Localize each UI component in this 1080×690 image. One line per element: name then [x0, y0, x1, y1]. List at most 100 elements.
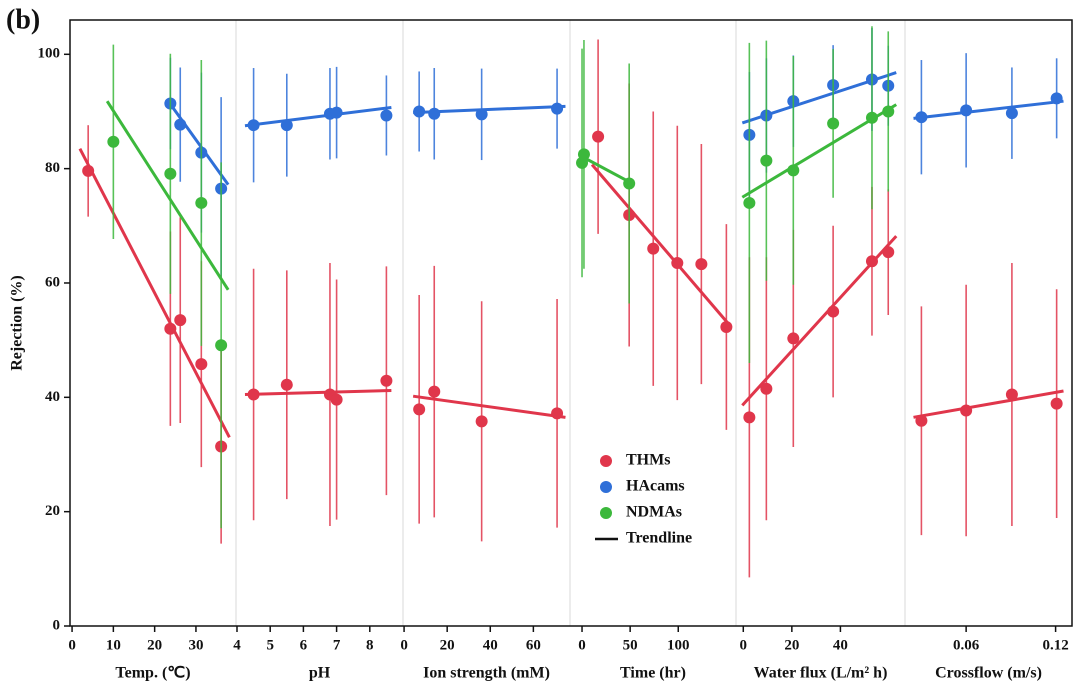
data-point: [280, 378, 293, 391]
trendline: [412, 394, 566, 419]
y-tick-label: 80: [45, 160, 60, 176]
data-point: [195, 358, 208, 371]
y-axis-label: Rejection (%): [9, 275, 26, 371]
panel-label: (b): [6, 4, 40, 35]
data-point: [695, 258, 708, 271]
data-point: [760, 382, 773, 395]
data-point: [623, 177, 636, 190]
data-point: [247, 119, 260, 132]
y-tick-label: 40: [45, 389, 60, 405]
trendline: [78, 147, 231, 439]
data-point: [413, 105, 426, 118]
legend-label: THMs: [626, 452, 670, 469]
x-tick-label: 5: [266, 637, 274, 653]
data-point: [475, 415, 488, 428]
legend-label: Trendline: [626, 530, 692, 547]
trendline: [581, 155, 630, 184]
x-tick-label: 0: [740, 637, 748, 653]
x-tick-label: 0.06: [953, 637, 980, 653]
data-point: [164, 322, 177, 335]
data-point: [865, 111, 878, 124]
data-point: [882, 105, 895, 118]
x-tick-label: 100: [667, 637, 690, 653]
trendline: [244, 105, 392, 128]
data-point: [475, 108, 488, 121]
data-point: [174, 314, 187, 327]
data-point: [960, 104, 973, 117]
data-point: [915, 414, 928, 427]
data-point: [551, 407, 564, 420]
data-point: [380, 109, 393, 122]
data-point: [280, 119, 293, 132]
data-point: [215, 339, 228, 352]
data-point: [827, 305, 840, 318]
x-tick-label: 0: [68, 637, 76, 653]
x-axis-label: pH: [309, 665, 331, 682]
data-point: [551, 102, 564, 115]
x-axis-label: Water flux (L/m² h): [754, 665, 888, 682]
y-tick-label: 60: [45, 274, 60, 290]
x-tick-label: 6: [300, 637, 308, 653]
legend-label: NDMAs: [626, 504, 682, 521]
data-point: [428, 385, 441, 398]
x-axis-label: Crossflow (m/s): [935, 665, 1042, 682]
data-point: [592, 130, 605, 143]
data-point: [1050, 397, 1063, 410]
x-tick-label: 8: [366, 637, 374, 653]
x-tick-label: 10: [106, 637, 121, 653]
data-point: [330, 106, 343, 119]
x-tick-label: 0.12: [1042, 637, 1068, 653]
trendline: [105, 100, 230, 291]
x-tick-label: 30: [188, 637, 203, 653]
data-point: [882, 246, 895, 259]
data-point: [720, 321, 733, 334]
y-tick-label: 0: [53, 617, 61, 633]
x-tick-label: 40: [483, 637, 498, 653]
data-point: [743, 196, 756, 209]
data-point: [1050, 92, 1063, 105]
data-point: [195, 196, 208, 209]
data-point: [915, 111, 928, 124]
trendline: [913, 389, 1064, 419]
data-point: [960, 404, 973, 417]
data-point: [164, 167, 177, 180]
data-point: [82, 164, 95, 177]
trendline: [590, 163, 732, 327]
x-tick-label: 20: [147, 637, 162, 653]
data-point: [743, 411, 756, 424]
x-tick-label: 20: [440, 637, 455, 653]
legend-label: HAcams: [626, 478, 685, 495]
data-point: [865, 255, 878, 268]
legend-marker: [600, 481, 612, 493]
trendline: [913, 99, 1064, 120]
data-point: [787, 164, 800, 177]
data-point: [413, 403, 426, 416]
y-tick-label: 20: [45, 503, 60, 519]
data-point: [827, 117, 840, 130]
legend-marker: [600, 507, 612, 519]
y-tick-label: 100: [38, 46, 61, 62]
data-point: [787, 332, 800, 345]
x-tick-label: 50: [623, 637, 638, 653]
data-point: [671, 256, 684, 269]
x-tick-label: 0: [400, 637, 408, 653]
trendline: [165, 98, 230, 186]
x-tick-label: 20: [784, 637, 799, 653]
x-axis-label: Time (hr): [620, 665, 686, 682]
x-tick-label: 4: [233, 637, 241, 653]
x-tick-label: 60: [526, 637, 541, 653]
trendline: [244, 388, 392, 396]
x-axis-label: Ion strength (mM): [423, 665, 550, 682]
plot-frame: [69, 19, 1073, 627]
data-point: [247, 388, 260, 401]
x-tick-label: 40: [833, 637, 848, 653]
x-tick-label: 0: [578, 637, 586, 653]
x-axis-label: Temp. (℃): [115, 665, 190, 682]
data-point: [174, 118, 187, 131]
data-point: [1005, 388, 1018, 401]
legend-marker: [600, 455, 612, 467]
data-point: [647, 242, 660, 255]
data-point: [577, 148, 590, 161]
data-point: [760, 154, 773, 167]
